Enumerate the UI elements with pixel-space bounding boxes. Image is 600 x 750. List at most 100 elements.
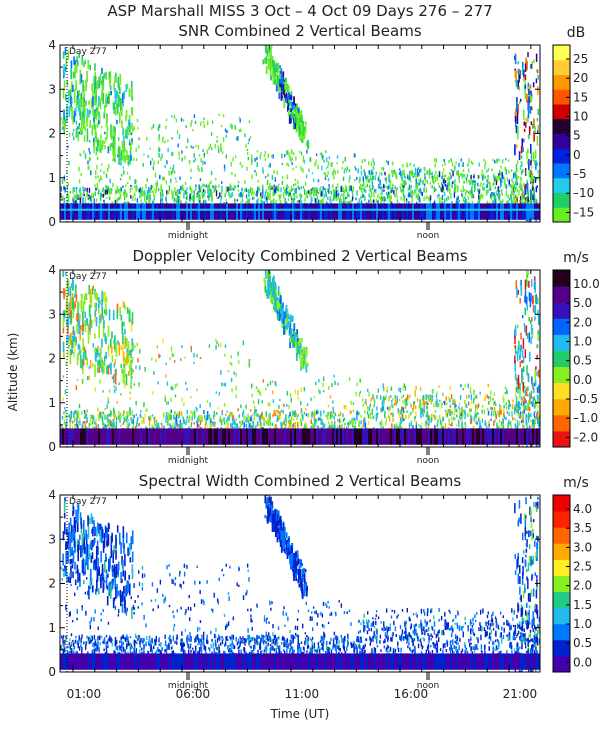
data-cell (256, 203, 259, 220)
data-cell (313, 395, 315, 399)
data-cell (533, 397, 535, 401)
data-cell (135, 179, 137, 184)
data-cell (193, 197, 195, 203)
data-cell (379, 421, 381, 425)
data-cell (530, 175, 532, 182)
data-cell (61, 121, 64, 125)
data-cell (517, 128, 519, 140)
data-cell (203, 117, 205, 120)
data-cell (474, 208, 477, 211)
data-cell (238, 203, 241, 220)
data-cell (82, 123, 85, 129)
data-cell (255, 425, 257, 429)
data-cell (127, 181, 129, 185)
data-cell (384, 410, 386, 414)
data-cell (423, 410, 425, 415)
data-cell (105, 303, 107, 316)
data-cell (410, 411, 412, 416)
data-cell (118, 382, 120, 386)
data-cell (158, 203, 161, 220)
data-cell (81, 111, 84, 123)
data-cell (462, 197, 465, 203)
data-cell (120, 173, 123, 177)
data-cell (409, 177, 411, 181)
data-cell (273, 184, 275, 188)
data-cell (520, 194, 523, 204)
data-cell (513, 187, 516, 192)
data-cell (327, 165, 329, 168)
data-cell (381, 172, 383, 176)
data-cell (484, 203, 487, 220)
data-cell (272, 186, 275, 189)
data-cell (351, 199, 354, 202)
data-cell (117, 208, 120, 211)
data-cell (415, 421, 418, 428)
data-cell (211, 120, 214, 124)
data-cell (492, 192, 494, 197)
data-cell (486, 203, 489, 220)
data-cell (220, 203, 223, 220)
data-cell (186, 187, 188, 191)
data-cell (447, 208, 450, 211)
data-cell (93, 75, 96, 86)
data-cell (535, 78, 538, 84)
data-cell (409, 190, 412, 195)
data-cell (528, 203, 531, 220)
data-cell (78, 196, 81, 200)
data-cell (493, 407, 496, 412)
data-cell (67, 201, 69, 205)
data-cell (114, 203, 117, 220)
data-cell (306, 190, 308, 195)
data-cell (186, 387, 188, 391)
data-cell (415, 385, 417, 391)
data-cell (174, 394, 177, 398)
data-cell (229, 185, 232, 191)
data-cell (434, 417, 437, 421)
data-cell (459, 408, 461, 414)
data-cell (385, 177, 387, 183)
data-cell (283, 325, 285, 335)
data-cell (118, 342, 121, 356)
data-cell (288, 208, 291, 211)
data-cell (518, 151, 521, 161)
data-cell (458, 402, 461, 405)
data-cell (525, 208, 528, 211)
data-cell (510, 183, 512, 188)
data-cell (170, 189, 173, 195)
data-cell (424, 178, 427, 183)
data-cell (523, 183, 525, 187)
data-cell (519, 383, 521, 394)
data-cell (457, 195, 459, 200)
data-cell (129, 175, 131, 181)
data-cell (263, 277, 266, 283)
data-cell (158, 123, 161, 129)
data-cell (300, 400, 302, 406)
data-cell (412, 175, 414, 179)
data-cell (269, 163, 271, 168)
data-cell (198, 208, 201, 211)
data-cell (439, 422, 442, 425)
y-tick-label: 2 (48, 127, 56, 141)
data-cell (190, 122, 192, 127)
data-cell (526, 203, 529, 220)
data-cell (234, 203, 237, 220)
data-cell (168, 203, 171, 220)
data-cell (146, 178, 148, 182)
data-cell (467, 201, 469, 204)
data-cell (167, 139, 169, 143)
data-cell (530, 203, 533, 220)
data-cell (115, 386, 117, 391)
data-cell (432, 414, 435, 417)
data-cell (264, 176, 267, 179)
data-cell (315, 208, 318, 211)
data-cell (209, 190, 211, 197)
data-cell (289, 317, 292, 328)
data-cell (122, 344, 124, 354)
data-cell (92, 107, 94, 116)
data-cell (519, 181, 522, 188)
data-cell (386, 390, 388, 393)
data-cell (505, 190, 508, 197)
data-cell (264, 157, 267, 161)
data-cell (115, 420, 118, 423)
midnight-label: midnight (168, 231, 209, 241)
